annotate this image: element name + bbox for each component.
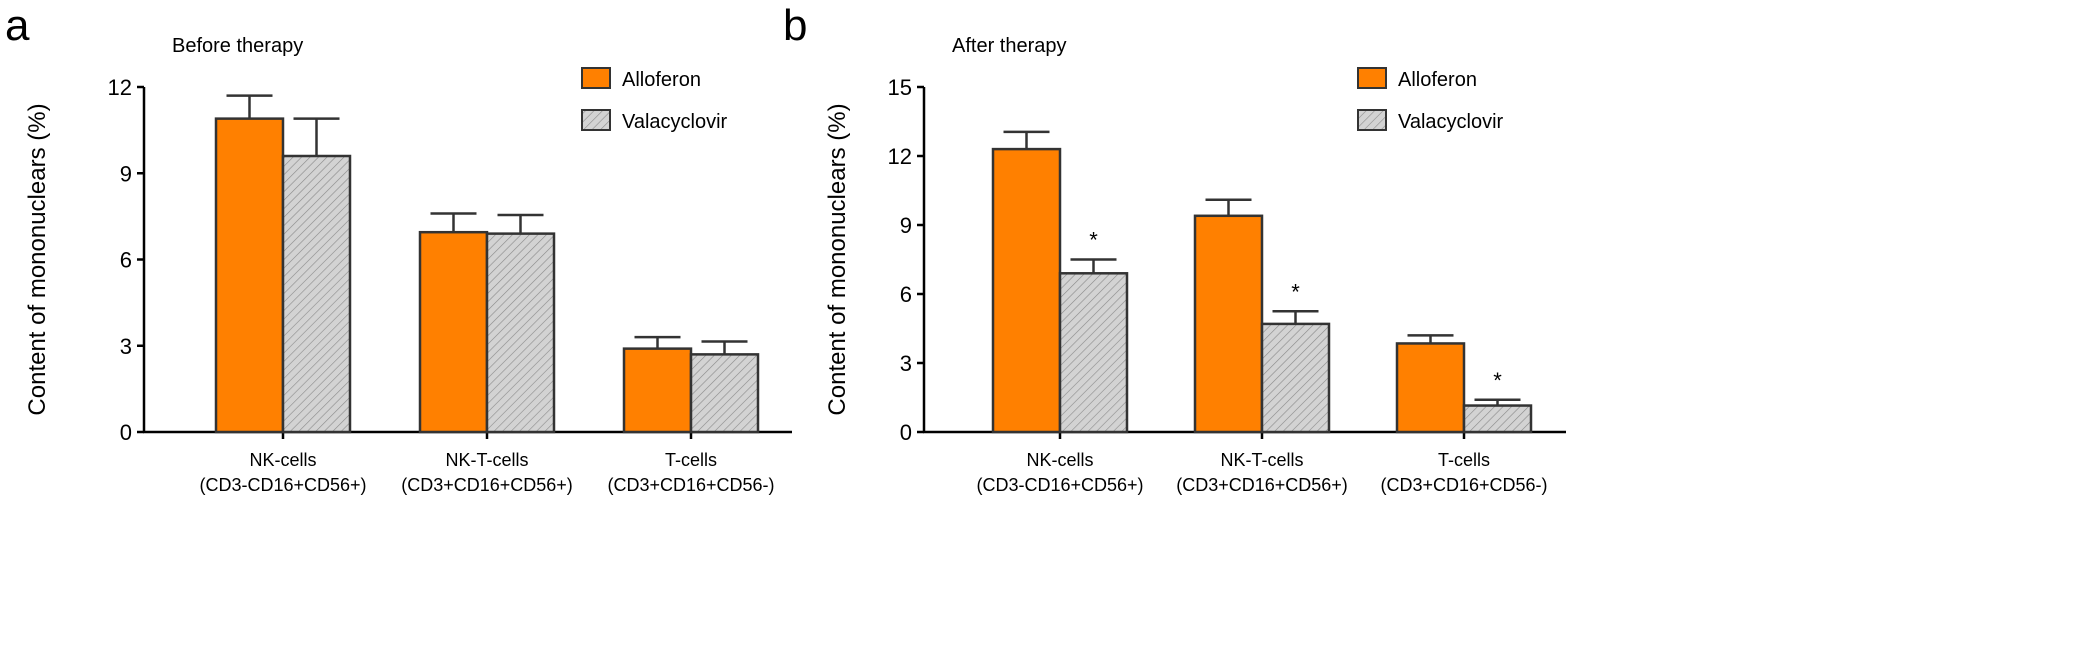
x-tick-label: T-cells	[1438, 450, 1490, 470]
bar-alloferon	[214, 117, 285, 434]
panel-label: a	[5, 1, 30, 50]
legend-label: Valacyclovir	[622, 111, 728, 133]
x-tick-label: (CD3+CD16+CD56+)	[401, 475, 573, 495]
y-tick-label: 6	[900, 282, 912, 307]
chart-title: After therapy	[952, 35, 1067, 57]
legend-label: Valacyclovir	[1398, 111, 1504, 133]
y-tick-label: 3	[120, 334, 132, 359]
legend-swatch	[581, 109, 611, 131]
x-tick-label: (CD3-CD16+CD56+)	[976, 475, 1143, 495]
y-tick-label: 0	[900, 420, 912, 445]
y-tick-label: 3	[900, 351, 912, 376]
x-tick-label: (CD3-CD16+CD56+)	[199, 475, 366, 495]
x-tick-label: NK-cells	[249, 450, 316, 470]
significance-marker: *	[1089, 228, 1098, 253]
bar-valacyclovir	[1462, 404, 1533, 434]
y-axis-label: Content of mononuclears (%)	[824, 103, 851, 415]
legend-swatch	[581, 67, 611, 89]
bar-valacyclovir	[485, 232, 556, 434]
legend-swatch	[1357, 109, 1387, 131]
x-tick-label: (CD3+CD16+CD56+)	[1176, 475, 1348, 495]
bar-valacyclovir	[1058, 272, 1129, 434]
legend-label: Alloferon	[622, 69, 701, 91]
x-tick-label: NK-T-cells	[1220, 450, 1303, 470]
legend-swatch	[1357, 67, 1387, 89]
significance-marker: *	[1291, 279, 1300, 304]
y-tick-label: 15	[888, 75, 912, 100]
significance-marker: *	[1493, 368, 1502, 393]
panel-label: b	[783, 1, 807, 50]
chart-title: Before therapy	[172, 35, 303, 57]
legend-label: Alloferon	[1398, 69, 1477, 91]
y-tick-label: 12	[108, 75, 132, 100]
x-tick-label: NK-cells	[1026, 450, 1093, 470]
y-tick-label: 6	[120, 248, 132, 273]
y-tick-label: 9	[120, 161, 132, 186]
bar-valacyclovir	[281, 154, 352, 434]
x-tick-label: T-cells	[665, 450, 717, 470]
x-tick-label: NK-T-cells	[445, 450, 528, 470]
bar-alloferon	[991, 147, 1062, 434]
bar-alloferon	[1395, 342, 1466, 434]
y-tick-label: 9	[900, 213, 912, 238]
bar-alloferon	[418, 230, 489, 434]
y-tick-label: 12	[888, 144, 912, 169]
bar-alloferon	[1193, 214, 1264, 434]
y-axis-label: Content of mononuclears (%)	[24, 103, 51, 415]
x-tick-label: (CD3+CD16+CD56-)	[607, 475, 774, 495]
bar-alloferon	[622, 347, 693, 434]
bar-valacyclovir	[689, 353, 760, 434]
y-tick-label: 0	[120, 420, 132, 445]
bar-valacyclovir	[1260, 322, 1331, 434]
x-tick-label: (CD3+CD16+CD56-)	[1380, 475, 1547, 495]
